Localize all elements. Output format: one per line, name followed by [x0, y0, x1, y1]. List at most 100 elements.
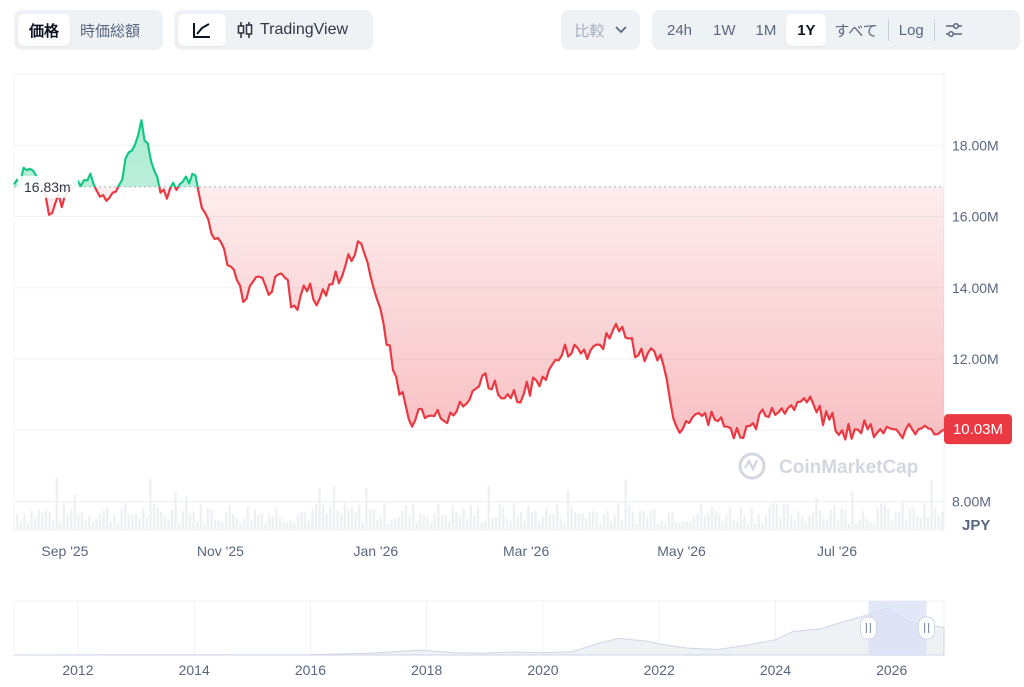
volume-bar [329, 506, 332, 530]
volume-bar [822, 518, 825, 530]
range-1m[interactable]: 1M [755, 21, 777, 39]
volume-bar [862, 510, 865, 530]
volume-bar [926, 517, 930, 530]
volume-bar [433, 513, 436, 530]
overview-selection[interactable] [868, 601, 927, 655]
volume-bar [386, 523, 390, 530]
range-1y[interactable]: 1Y [786, 14, 827, 46]
volume-bar [552, 514, 555, 530]
y-tick-label: 8.00M [952, 494, 991, 510]
tradingview-button[interactable]: TradingView [226, 14, 358, 46]
range-24h[interactable]: 24h [667, 21, 693, 39]
y-tick-label: 16.00M [952, 209, 999, 225]
candlestick-icon [237, 22, 253, 38]
settings-button[interactable] [937, 14, 971, 46]
volume-bar [314, 504, 318, 530]
volume-bar [412, 504, 415, 530]
volume-bar [718, 513, 721, 530]
volume-bar [703, 516, 706, 530]
volume-bar [750, 508, 753, 530]
range-1w[interactable]: 1W [713, 21, 736, 39]
volume-bar [106, 507, 109, 530]
volume-bar [422, 515, 426, 530]
range-all[interactable]: すべて [834, 22, 878, 40]
tab-market-cap[interactable]: 時価総額 [80, 22, 141, 40]
volume-bar [307, 521, 310, 530]
volume-bar [761, 523, 764, 530]
volume-bar [678, 522, 681, 530]
volume-bar [343, 502, 346, 530]
volume-bar [786, 504, 789, 530]
volume-bar [185, 496, 188, 530]
volume-bar [818, 510, 822, 530]
volume-bar [289, 519, 292, 530]
volume-bar [606, 510, 609, 530]
current-price-tag: 10.03M [944, 414, 1012, 445]
volume-bar [692, 517, 696, 530]
volume-bar [116, 522, 120, 530]
volume-bar [808, 515, 811, 530]
volume-bar [538, 522, 541, 530]
volume-bar [739, 507, 742, 530]
volume-bar [73, 494, 76, 530]
volume-bar [214, 518, 217, 530]
overview-handle-left[interactable] [859, 616, 877, 640]
volume-bar [458, 516, 462, 530]
volume-bar [174, 492, 177, 530]
volume-bar [48, 511, 51, 530]
volume-bar [102, 510, 105, 530]
volume-bar [858, 519, 861, 530]
volume-bar [674, 522, 678, 530]
volume-bar [300, 512, 303, 530]
svg-text:16.83m: 16.83m [24, 179, 71, 195]
volume-bar [397, 517, 400, 530]
tradingview-label: TradingView [260, 21, 349, 38]
volume-bar [372, 509, 375, 530]
overview-navigator[interactable]: 2012 2014 2016 2018 2020 2022 2024 2026 [13, 600, 945, 678]
volume-bar [491, 517, 494, 530]
volume-bar [617, 502, 620, 530]
volume-bar [520, 511, 523, 530]
volume-bar [941, 511, 944, 530]
volume-bar [509, 521, 512, 530]
compare-dropdown[interactable]: 比較 [561, 10, 640, 50]
overview-handle-right[interactable] [918, 616, 936, 640]
volume-bar [239, 522, 242, 530]
range-toggle: 24h 1W 1M 1Y すべて Log [652, 10, 1020, 50]
overview-tick-label: 2022 [644, 662, 675, 678]
volume-bar [30, 511, 33, 530]
volume-bar [62, 502, 66, 530]
tab-price[interactable]: 価格 [18, 14, 70, 46]
volume-bar [340, 514, 343, 530]
volume-bar [919, 517, 922, 530]
volume-bar [440, 515, 444, 530]
volume-bar [149, 479, 152, 530]
volume-bar [325, 513, 328, 530]
volume-bar [793, 520, 796, 530]
line-chart-button[interactable] [178, 14, 226, 46]
log-scale-toggle[interactable]: Log [898, 21, 924, 39]
y-tick-label: 14.00M [952, 280, 999, 296]
toolbar-divider [933, 19, 935, 41]
volume-bar [131, 514, 134, 530]
volume-bar [109, 521, 112, 530]
volume-bar [419, 513, 422, 530]
volume-bar [487, 485, 490, 530]
volume-bar [613, 514, 616, 530]
volume-bar [736, 521, 739, 530]
volume-bar [746, 523, 750, 530]
volume-bar [451, 505, 454, 530]
volume-bar [707, 513, 710, 530]
volume-bar [293, 523, 296, 530]
volume-bar [167, 519, 170, 530]
sliders-icon [945, 22, 962, 38]
volume-bar [797, 511, 800, 530]
x-tick-label: Jul '26 [817, 543, 857, 559]
volume-bar [350, 507, 354, 530]
volume-bar [250, 520, 253, 530]
volume-bar [743, 515, 746, 530]
overview-x-axis: 2012 2014 2016 2018 2020 2022 2024 2026 [62, 662, 907, 678]
volume-bar [631, 511, 634, 530]
